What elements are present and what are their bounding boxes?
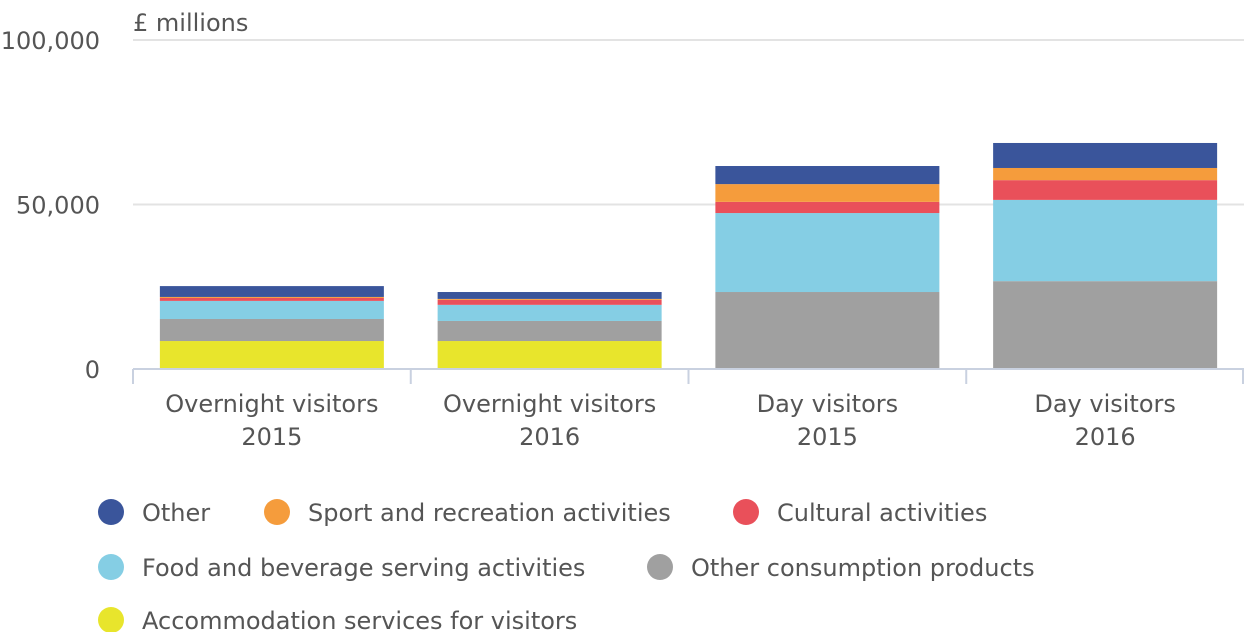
legend-marker	[98, 499, 124, 525]
legend-label: Other	[142, 499, 210, 527]
y-tick-label: 50,000	[16, 192, 100, 220]
bar-segment	[159, 341, 384, 369]
legend-marker	[647, 554, 673, 580]
legend-label: Sport and recreation activities	[308, 499, 671, 527]
bar-segment	[437, 304, 662, 321]
legend-label: Food and beverage serving activities	[142, 554, 585, 582]
x-tick-label: Overnight visitors	[165, 390, 378, 418]
bar-segment	[437, 298, 662, 300]
bar-segment	[715, 166, 940, 185]
bar-segment	[159, 286, 384, 297]
legend-marker	[98, 554, 124, 580]
x-tick-label: 2016	[1075, 423, 1136, 451]
x-tick-label: 2016	[519, 423, 580, 451]
x-tick-label: Overnight visitors	[443, 390, 656, 418]
x-tick-label: 2015	[241, 423, 302, 451]
bar-segment	[159, 318, 384, 342]
bar-segment	[993, 142, 1218, 168]
bar-segment	[993, 180, 1218, 200]
bar-segment	[715, 213, 940, 293]
bar-segment	[159, 300, 384, 319]
bar-segment	[437, 320, 662, 342]
axis-label: £ millions	[133, 9, 248, 37]
bar-segment	[159, 297, 384, 301]
x-tick-label: 2015	[797, 423, 858, 451]
legend-label: Accommodation services for visitors	[142, 607, 577, 632]
legend-marker	[733, 499, 759, 525]
legend-marker	[98, 607, 124, 632]
bar-segment	[159, 296, 384, 298]
bar-segment	[993, 199, 1218, 282]
bar-segment	[437, 292, 662, 299]
legend-label: Other consumption products	[691, 554, 1035, 582]
x-tick-label: Day visitors	[757, 390, 899, 418]
y-tick-label: 100,000	[1, 27, 100, 55]
legend-label: Cultural activities	[777, 499, 987, 527]
bar-segment	[437, 299, 662, 305]
bar-segment	[437, 341, 662, 369]
x-tick-label: Day visitors	[1034, 390, 1176, 418]
bar-segment	[715, 292, 940, 369]
bar-segment	[993, 167, 1218, 181]
bar-segment	[715, 184, 940, 202]
bar-segment	[993, 281, 1218, 369]
y-tick-label: 0	[85, 356, 100, 384]
bar-segment	[715, 201, 940, 214]
legend-marker	[264, 499, 290, 525]
